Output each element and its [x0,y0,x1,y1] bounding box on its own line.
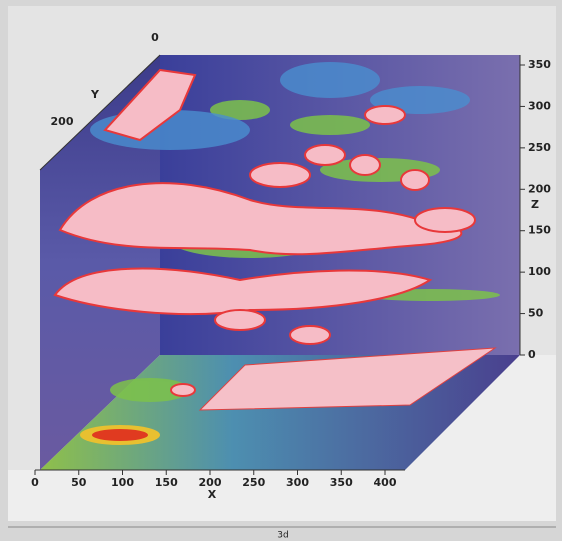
z-tick-label: 0 [528,348,536,361]
y-tick-label: 0 [151,31,159,44]
z-tick-label: 100 [528,265,551,278]
x-tick-label: 0 [31,476,39,489]
x-tick-label: 350 [330,476,353,489]
z-tick-label: 350 [528,58,551,71]
z-tick-label: 200 [528,182,551,195]
x-tick-label: 300 [286,476,309,489]
z-tick-label: 300 [528,99,551,112]
z-tick-label: 50 [528,307,544,320]
x-tick-label: 50 [71,476,87,489]
x-tick-label: 100 [111,476,134,489]
visualization-window: X Z Y 3d 0 50 100 150 200 250 300 350 400 0 50 100 1… [0,0,562,541]
z-tick-label: 250 [528,141,551,154]
y-tick-label: 200 [51,115,74,128]
x-tick-label: 400 [374,476,397,489]
z-axis-label: Z [531,198,539,211]
z-tick-label: 150 [528,224,551,237]
x-tick-label: 200 [199,476,222,489]
x-tick-label: 150 [155,476,178,489]
x-axis-label: X [208,488,217,501]
caption: 3d [277,531,288,541]
y-axis-label: Y [90,88,100,101]
x-tick-label: 250 [242,476,265,489]
hot-spot-core [92,429,148,441]
